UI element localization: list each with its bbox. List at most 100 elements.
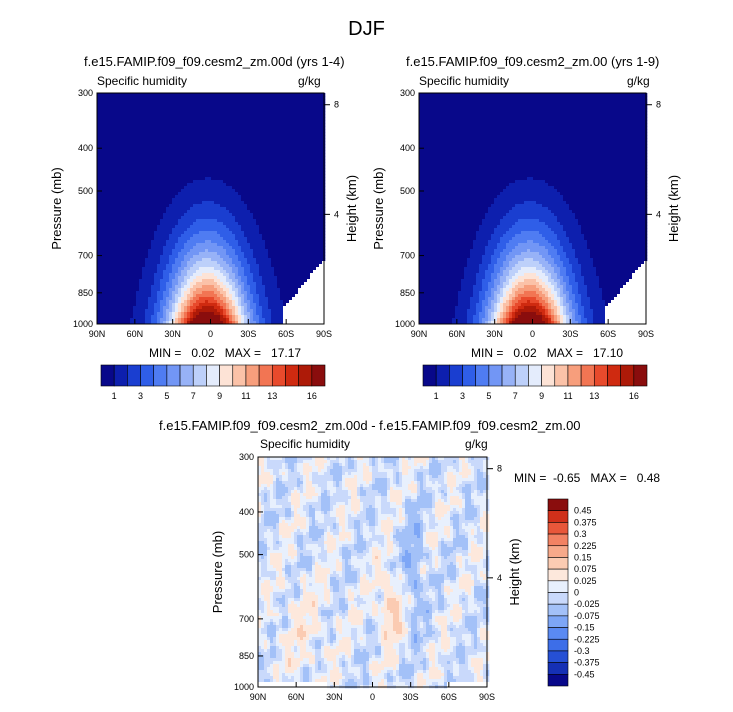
colorbar-box — [140, 364, 155, 387]
colorbar-label: 1 — [112, 391, 117, 401]
colorbar-label: -0.025 — [574, 599, 600, 609]
x-tick-label: 90S — [316, 329, 332, 339]
panel3-plot — [258, 457, 490, 689]
y-tick-label: 1000 — [234, 682, 254, 692]
height-tick-label: 4 — [497, 573, 502, 583]
y-tick-label: 500 — [78, 186, 93, 196]
panel1-stats: MIN = 0.02 MAX = 17.17 — [149, 346, 302, 360]
y-tick-label: 500 — [400, 186, 415, 196]
colorbar-box — [554, 364, 569, 387]
y-tick-label: 400 — [400, 143, 415, 153]
y-tick-label: 850 — [239, 651, 254, 661]
y-tick-label: 700 — [400, 251, 415, 261]
colorbar-box — [547, 615, 569, 628]
x-tick-label: 90N — [411, 329, 428, 339]
y-tick-label: 300 — [239, 452, 254, 462]
colorbar-box — [547, 545, 569, 558]
x-tick-label: 60S — [278, 329, 294, 339]
colorbar-box — [547, 533, 569, 547]
colorbar-label: 5 — [486, 391, 491, 401]
colorbar-box — [528, 364, 542, 387]
colorbar-label: -0.45 — [574, 669, 595, 679]
x-tick-label: 30N — [486, 329, 503, 339]
y-tick-label: 700 — [78, 251, 93, 261]
colorbar-label: 13 — [589, 391, 599, 401]
colorbar-box — [633, 364, 648, 387]
colorbar-box — [311, 364, 326, 387]
y-tick-label: 1000 — [395, 319, 415, 329]
colorbar-label: 9 — [539, 391, 544, 401]
height-axis-label: Height (km) — [344, 175, 359, 242]
x-tick-label: 90S — [638, 329, 654, 339]
x-tick-label: 60S — [600, 329, 616, 339]
colorbar-box — [547, 498, 569, 511]
colorbar-box — [488, 364, 503, 387]
height-axis-label: Height (km) — [666, 175, 681, 242]
colorbar-box — [435, 364, 450, 387]
x-tick-label: 60N — [288, 692, 305, 702]
colorbar-box — [547, 580, 569, 593]
colorbar-box — [547, 650, 569, 663]
colorbar-label: 0.225 — [574, 541, 597, 551]
colorbar-box — [514, 364, 529, 387]
colorbar-box — [166, 364, 181, 387]
colorbar-box — [449, 364, 463, 387]
x-tick-label: 30N — [164, 329, 181, 339]
colorbar-label: 0.025 — [574, 576, 597, 586]
colorbar-box — [206, 364, 220, 387]
colorbar-box — [298, 364, 313, 387]
colorbar-label: 7 — [191, 391, 196, 401]
colorbar-box — [593, 364, 608, 387]
colorbar-box — [547, 638, 569, 652]
colorbar-box — [620, 364, 635, 387]
colorbar-label: 0.3 — [574, 529, 587, 539]
x-tick-label: 90N — [89, 329, 106, 339]
x-tick-label: 0 — [208, 329, 213, 339]
x-tick-label: 30S — [403, 692, 419, 702]
panel1-plot — [97, 93, 326, 325]
colorbar-label: 0 — [574, 588, 579, 598]
colorbar-box — [153, 364, 168, 387]
y-axis-label: Pressure (mb) — [210, 531, 225, 613]
colorbar-box — [422, 364, 437, 387]
panel1-title: f.e15.FAMIP.f09_f09.cesm2_zm.00d (yrs 1-… — [84, 54, 345, 69]
height-tick-label: 4 — [334, 209, 339, 219]
y-axis-label: Pressure (mb) — [49, 167, 64, 249]
colorbar-box — [547, 592, 569, 605]
panel3-subtitle-right: g/kg — [465, 437, 488, 451]
y-tick-label: 300 — [78, 88, 93, 98]
y-tick-label: 1000 — [73, 319, 93, 329]
height-tick-label: 8 — [334, 100, 339, 110]
colorbar-box — [580, 364, 595, 387]
colorbar-box — [541, 364, 556, 387]
colorbar-box — [475, 364, 490, 387]
colorbar-box — [258, 364, 273, 387]
x-tick-label: 0 — [530, 329, 535, 339]
colorbar-box — [547, 568, 569, 582]
colorbar-box — [501, 364, 516, 387]
colorbar-box — [567, 364, 582, 387]
colorbar-box — [285, 364, 299, 387]
colorbar-box — [192, 364, 207, 387]
colorbar-box — [547, 510, 569, 523]
y-tick-label: 850 — [400, 288, 415, 298]
colorbar-box — [547, 627, 569, 640]
panel2-plot — [419, 93, 648, 325]
colorbar-label: 13 — [267, 391, 277, 401]
colorbar-label: -0.375 — [574, 658, 600, 668]
colorbar-label: 0.15 — [574, 552, 592, 562]
y-tick-label: 850 — [78, 288, 93, 298]
height-tick-label: 8 — [497, 464, 502, 474]
x-tick-label: 60N — [127, 329, 144, 339]
colorbar-label: -0.15 — [574, 623, 595, 633]
colorbar-box — [547, 557, 569, 570]
colorbar-label: 16 — [307, 391, 317, 401]
colorbar-box — [100, 364, 115, 387]
colorbar-box — [245, 364, 260, 387]
colorbar-box — [547, 674, 569, 687]
figure-title: DJF — [348, 18, 385, 40]
y-tick-label: 300 — [400, 88, 415, 98]
colorbar-box — [179, 364, 194, 387]
x-tick-label: 30N — [326, 692, 343, 702]
panel1-subtitle-right: g/kg — [298, 74, 321, 88]
